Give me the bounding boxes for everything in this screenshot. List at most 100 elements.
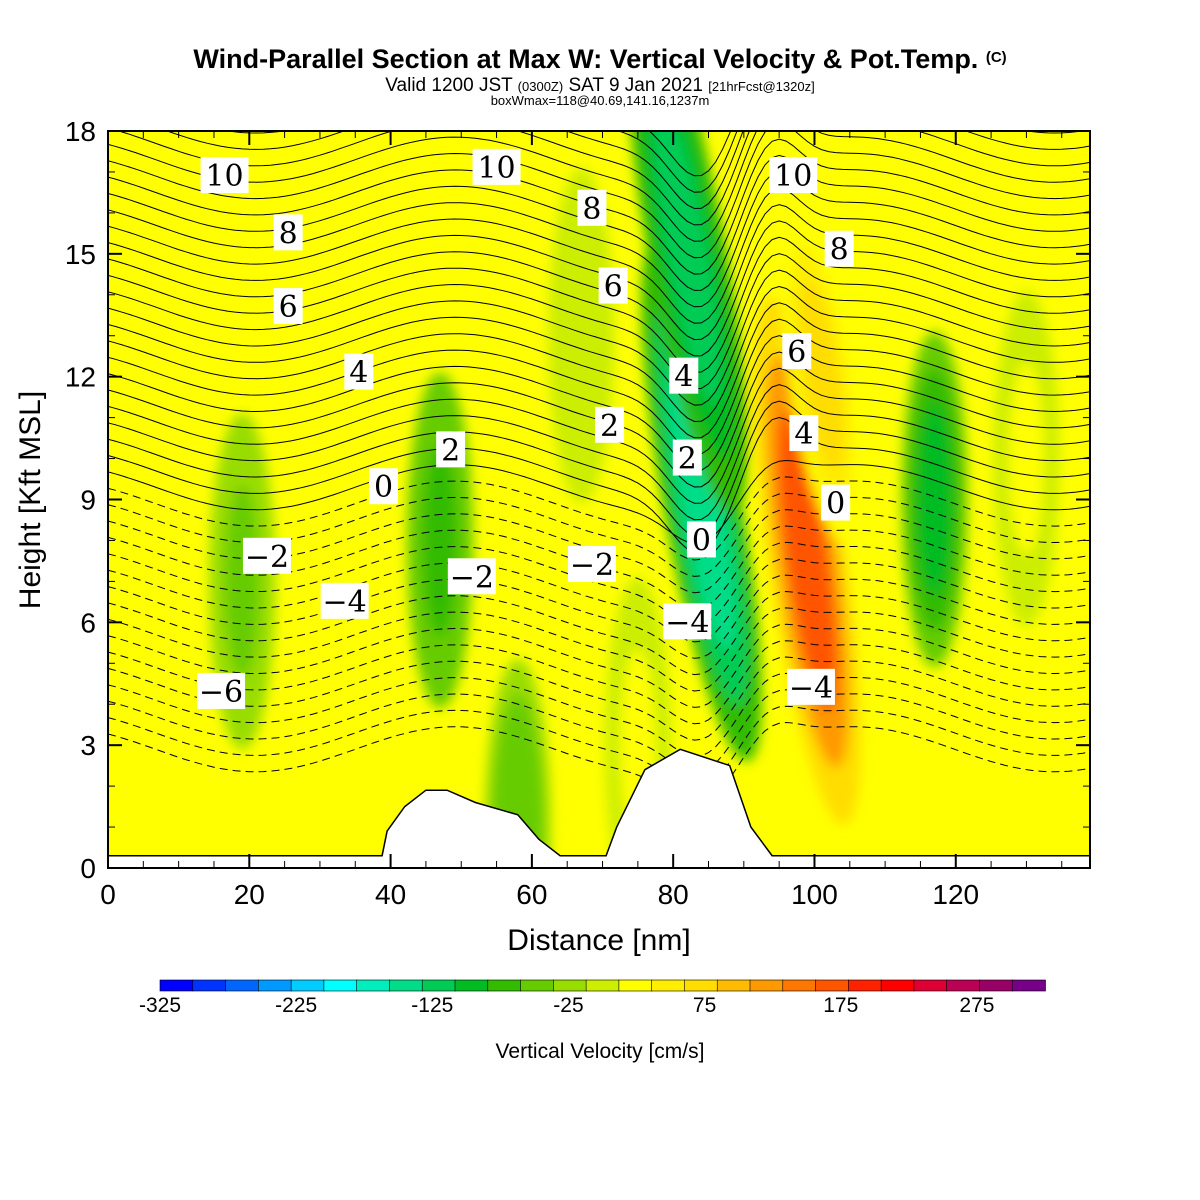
theta-line-23	[108, 318, 1090, 455]
contour-label-text: −2	[245, 540, 289, 575]
x-tick-label: 20	[234, 879, 265, 910]
contour-label-21: −4	[320, 582, 369, 620]
contour-label-text: 2	[678, 442, 697, 477]
colorbar-tick-label: -225	[275, 994, 317, 1017]
theta-line-8	[108, 590, 1090, 676]
contour-label-11: 4	[789, 414, 819, 452]
contour-label-box	[472, 148, 521, 185]
contour-label-text: 8	[279, 216, 298, 251]
x-tick-label: 100	[791, 879, 838, 910]
colorbar-tick-label: -125	[411, 994, 453, 1017]
theta-line-22	[108, 335, 1090, 472]
contour-label-6: 6	[273, 288, 303, 325]
contour-label-text: 6	[787, 335, 806, 370]
contour-label-box	[789, 414, 819, 451]
contour-label-text: 10	[774, 159, 812, 194]
contour-label-15: 0	[369, 468, 399, 505]
colorbar-swatch	[356, 979, 391, 992]
theta-line-39	[225, 131, 1085, 193]
contour-label-text: 0	[374, 470, 393, 505]
theta-line-3	[108, 672, 1090, 758]
contour-label-13: 2	[595, 406, 625, 444]
colorbar-swatch	[487, 979, 522, 992]
colorbar-swatch	[258, 979, 292, 992]
contour-label-box	[786, 668, 835, 705]
contour-label-text: 6	[279, 290, 298, 325]
x-tick-label: 80	[658, 879, 689, 910]
contour-label-box	[577, 189, 607, 226]
contour-label-box	[595, 406, 625, 443]
theta-line-18	[108, 400, 1090, 537]
contour-label-box	[273, 214, 303, 251]
colorbar-tick-label: 175	[823, 994, 858, 1017]
plot-area: 10 10 10 8 8 8 6 6 6 4 4 4 2 2 2 0 0 0 −2 −2 −2 −4 −4 −4 −6	[108, 131, 1090, 868]
contour-label-20: −2	[567, 546, 616, 583]
contour-label-box	[369, 468, 399, 505]
contour-label-box	[672, 439, 702, 476]
y-tick-label: 15	[65, 239, 96, 270]
contour-label-10: 4	[669, 357, 699, 395]
contour-label-text: −4	[789, 671, 833, 706]
w-feature-0-2	[668, 349, 735, 650]
colorbar-swatch	[880, 979, 915, 992]
contour-label-box	[273, 288, 303, 325]
valid-date: SAT 9 Jan 2021	[568, 75, 703, 96]
contour-label-text: −2	[450, 560, 494, 595]
theta-line-2	[108, 689, 1090, 774]
colorbar-swatch	[553, 979, 587, 992]
contour-label-text: −4	[323, 585, 367, 620]
contour-label-text: 0	[826, 487, 845, 522]
contour-label-text: 0	[692, 523, 711, 558]
w-feature-3-2	[799, 281, 844, 472]
colorbar-tick-label: 275	[959, 994, 994, 1017]
valid-utc: (0300Z)	[517, 79, 564, 94]
theta-line-38	[165, 131, 1090, 210]
colorbar-swatch	[225, 979, 260, 992]
contour-label-box	[598, 267, 628, 304]
colorbar: -325 -225 -125 -25 75 175 275	[139, 979, 1046, 1017]
colorbar-swatch	[1011, 979, 1046, 992]
contour-label-box	[782, 333, 812, 370]
contour-label-text: 4	[674, 360, 693, 395]
colorbar-swatch	[421, 979, 456, 992]
y-tick-label: 0	[80, 853, 96, 884]
contour-label-text: 2	[600, 409, 619, 444]
colorbar-tick-label: -325	[139, 994, 181, 1017]
colorbar-swatch	[454, 979, 489, 992]
theta-line-32	[108, 171, 1090, 308]
theta-line-27	[108, 253, 1090, 390]
y-tick-label: 18	[65, 116, 96, 147]
colorbar-swatch	[946, 979, 981, 992]
colorbar-label: Vertical Velocity [cm/s]	[496, 1040, 705, 1063]
contour-label-box	[197, 672, 246, 709]
contour-labels: 10 10 10 8 8 8 6 6 6 4 4 4 2 2 2 0 0 0 −2 −2 −2 −4 −4 −4 −6	[197, 148, 854, 710]
colorbar-swatch	[290, 979, 325, 992]
contour-label-box	[344, 353, 374, 390]
w-feature-7-2	[224, 485, 260, 678]
contour-label-14: 2	[672, 439, 702, 477]
contour-label-7: 6	[598, 267, 628, 305]
y-axis: 0 3 6 9 12 15 18	[65, 116, 1090, 884]
box-wmax-line: boxWmax=118@40.69,141.16,1237m	[490, 93, 710, 108]
contour-label-5: 8	[824, 230, 854, 268]
y-tick-label: 3	[80, 730, 96, 761]
colorbar-swatch	[848, 979, 882, 992]
contour-label-box	[663, 603, 712, 640]
theta-line-36	[108, 131, 1090, 242]
contour-label-box	[567, 546, 616, 583]
colorbar-swatch	[979, 979, 1014, 992]
contour-label-12: 2	[436, 431, 466, 468]
contour-label-2: 10	[769, 157, 818, 194]
contour-label-16: 0	[686, 521, 716, 558]
contour-label-9: 4	[344, 353, 374, 391]
contour-label-box	[447, 558, 496, 595]
colorbar-swatch	[716, 979, 751, 992]
contour-label-24: −6	[197, 672, 246, 710]
x-tick-label: 40	[375, 879, 406, 910]
w-feature-4-2	[916, 403, 953, 596]
contour-label-text: −6	[199, 675, 243, 710]
colorbar-swatch	[192, 979, 227, 992]
colorbar-swatch	[749, 979, 784, 992]
contour-label-text: 10	[205, 159, 243, 194]
contour-label-3: 8	[273, 214, 303, 251]
